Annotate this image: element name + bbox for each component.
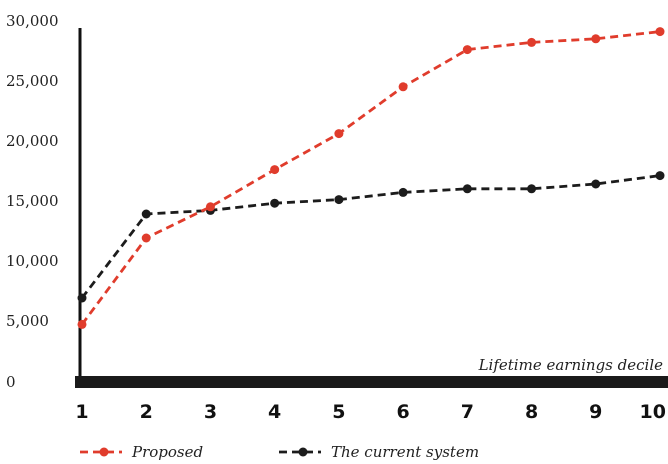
- series-proposed: [77, 27, 665, 329]
- x-tick-label: 3: [204, 401, 217, 423]
- data-point: [398, 187, 408, 197]
- legend: Proposed The current system: [80, 443, 479, 461]
- data-point: [398, 82, 408, 92]
- series-line: [80, 30, 661, 326]
- data-point: [462, 45, 472, 55]
- x-tick-label: 9: [589, 401, 602, 423]
- x-tick-label: 5: [332, 401, 345, 423]
- y-tick-label: 10,000: [6, 252, 59, 270]
- y-tick-label: 25,000: [6, 72, 59, 90]
- y-tick-label: 0: [6, 373, 16, 391]
- x-tick-label: 1: [75, 401, 88, 423]
- x-tick-label: 10: [640, 401, 666, 423]
- x-axis-ticks: 1 2 3 4 5 6 7 8 9 10: [75, 401, 666, 423]
- y-tick-label: 30,000: [6, 12, 59, 30]
- data-point: [141, 233, 151, 243]
- legend-item: The current system: [279, 443, 479, 461]
- legend-item: Proposed: [80, 443, 203, 461]
- series-line: [80, 174, 661, 299]
- data-point: [270, 198, 280, 208]
- legend-label: The current system: [331, 443, 479, 461]
- data-point: [655, 27, 665, 37]
- x-tick-label: 2: [140, 401, 153, 423]
- data-point: [205, 202, 215, 212]
- x-tick-label: 7: [461, 401, 474, 423]
- x-tick-label: 4: [268, 401, 281, 423]
- data-point: [655, 171, 665, 181]
- x-axis-label: Lifetime earnings decile: [478, 356, 664, 374]
- x-axis-bar: [75, 376, 668, 388]
- series-layer: [77, 27, 665, 329]
- data-point: [527, 37, 537, 47]
- y-axis-ticks: 0 5,000 10,000 15,000 20,000 25,000 30,000: [6, 12, 59, 391]
- data-point: [527, 184, 537, 194]
- y-tick-label: 5,000: [6, 312, 49, 330]
- legend-label: Proposed: [131, 443, 203, 461]
- data-point: [77, 293, 87, 303]
- data-point: [77, 319, 87, 329]
- x-tick-label: 6: [396, 401, 409, 423]
- data-point: [141, 209, 151, 219]
- legend-swatch-marker: [298, 447, 308, 457]
- legend-swatch-marker: [99, 447, 109, 457]
- data-point: [591, 34, 601, 44]
- data-point: [591, 179, 601, 189]
- data-point: [462, 184, 472, 194]
- series-current-system: [77, 171, 665, 303]
- y-tick-label: 15,000: [6, 192, 59, 210]
- data-point: [270, 165, 280, 175]
- y-tick-label: 20,000: [6, 132, 59, 150]
- x-tick-label: 8: [525, 401, 538, 423]
- data-point: [334, 129, 344, 139]
- data-point: [334, 195, 344, 205]
